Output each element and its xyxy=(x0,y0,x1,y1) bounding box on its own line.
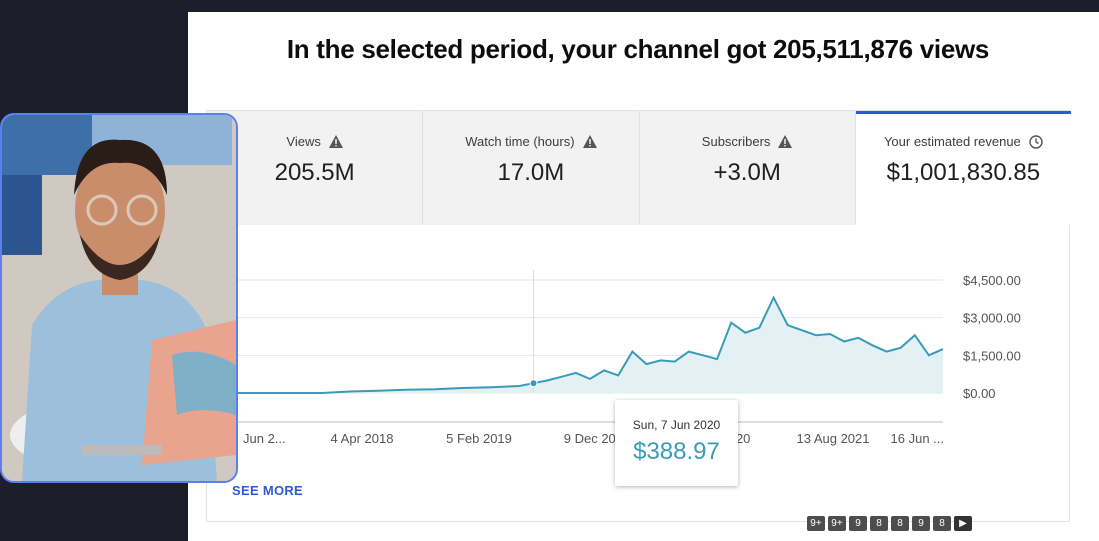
metric-value: +3.0M xyxy=(713,159,781,186)
tab-watch-time[interactable]: Watch time (hours) 17.0M xyxy=(423,111,640,225)
annotation-badge[interactable]: 9+ xyxy=(807,516,825,531)
x-tick-label: Jun 2... xyxy=(243,431,286,446)
annotation-badge[interactable]: 8 xyxy=(891,516,909,531)
see-more-link[interactable]: SEE MORE xyxy=(232,483,304,498)
presenter-video xyxy=(0,113,238,483)
y-tick-label: $1,500.00 xyxy=(963,348,1021,363)
metric-value: 17.0M xyxy=(497,159,565,186)
metric-label: Views xyxy=(286,134,321,149)
series-area xyxy=(237,297,943,393)
metric-value: $1,001,830.85 xyxy=(886,159,1041,186)
annotation-badge[interactable]: 9 xyxy=(849,516,867,531)
chart-tooltip: Sun, 7 Jun 2020 $388.97 xyxy=(615,400,738,486)
chart-svg: $4,500.00 $3,000.00 $1,500.00 $0.00 Jun 2...… xyxy=(237,270,1021,446)
series-line xyxy=(237,295,944,394)
revenue-card: Views 205.5M Watch time (hours) 17.0M Su… xyxy=(206,110,1071,531)
metric-label: Watch time (hours) xyxy=(465,134,575,149)
annotation-badge[interactable]: 8 xyxy=(870,516,888,531)
metric-label: Your estimated revenue xyxy=(883,134,1021,149)
warning-icon xyxy=(328,135,343,148)
tab-estimated-revenue[interactable]: Your estimated revenue $1,001,830.85 xyxy=(855,111,1071,225)
annotation-badges: 9+ 9+ 9 8 8 9 8 ▶ xyxy=(807,516,972,531)
x-tick-label: 5 Feb 2019 xyxy=(446,431,512,446)
x-tick-label: 16 Jun ... xyxy=(891,431,944,446)
tooltip-value: $388.97 xyxy=(633,438,720,465)
x-tick-label: 13 Aug 2021 xyxy=(796,431,869,446)
y-tick-label: $4,500.00 xyxy=(963,273,1021,288)
metric-value: 205.5M xyxy=(274,159,355,186)
tab-views[interactable]: Views 205.5M xyxy=(207,111,424,225)
warning-icon xyxy=(778,135,793,148)
tooltip-date: Sun, 7 Jun 2020 xyxy=(632,418,721,432)
play-icon[interactable]: ▶ xyxy=(954,516,972,531)
clock-icon xyxy=(1029,134,1043,149)
presenter-image xyxy=(2,115,236,481)
analytics-page: In the selected period, your channel got… xyxy=(188,12,1099,541)
warning-icon xyxy=(582,135,597,148)
annotation-badge[interactable]: 8 xyxy=(933,516,951,531)
metric-label: Subscribers xyxy=(701,134,771,149)
highlight-point xyxy=(529,379,538,388)
x-tick-label: 4 Apr 2018 xyxy=(331,431,394,446)
tab-subscribers[interactable]: Subscribers +3.0M xyxy=(639,111,856,225)
annotation-badge[interactable]: 9 xyxy=(912,516,930,531)
revenue-chart[interactable]: $4,500.00 $3,000.00 $1,500.00 $0.00 Jun 2...… xyxy=(207,225,1071,531)
metric-tabs: Views 205.5M Watch time (hours) 17.0M Su… xyxy=(207,111,1071,225)
y-tick-label: $0.00 xyxy=(963,386,996,401)
page-title: In the selected period, your channel got… xyxy=(286,34,990,64)
annotation-badge[interactable]: 9+ xyxy=(828,516,846,531)
y-tick-label: $3,000.00 xyxy=(963,311,1021,326)
x-tick-label: 9 Dec 2019 xyxy=(564,431,631,446)
